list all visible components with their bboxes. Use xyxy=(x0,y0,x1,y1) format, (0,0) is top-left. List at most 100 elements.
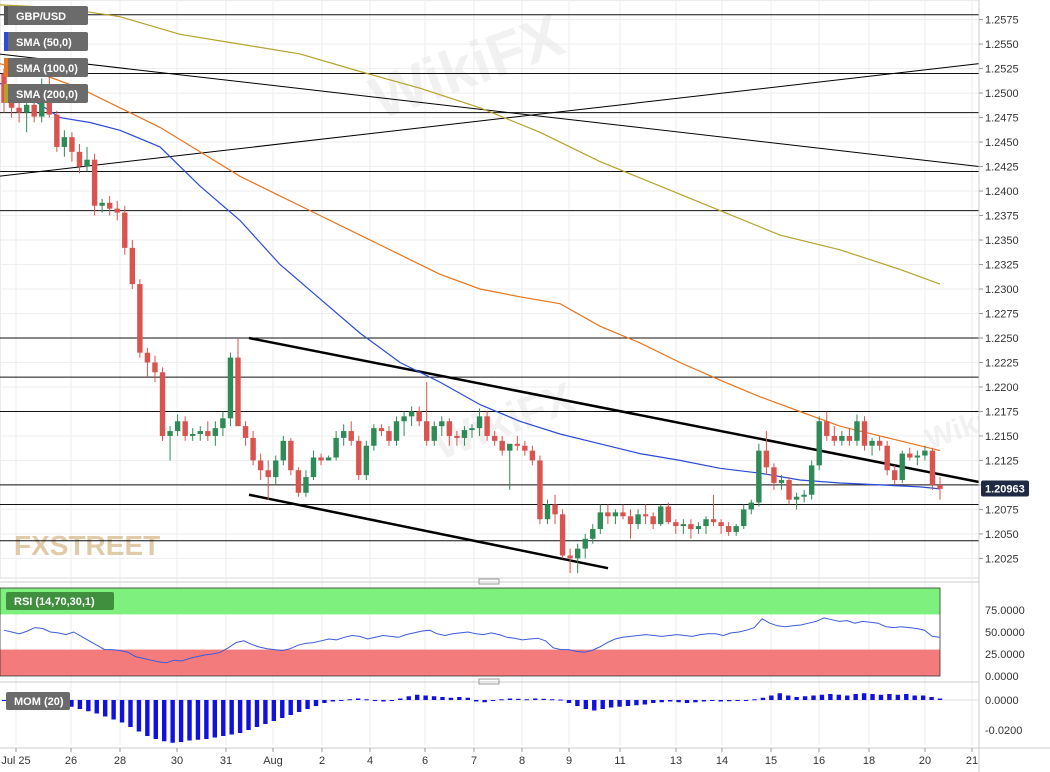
trendline xyxy=(0,63,980,177)
sma100-line xyxy=(0,63,941,452)
mom-bar xyxy=(94,700,99,714)
candle-body xyxy=(363,445,370,476)
candle-body xyxy=(725,526,732,532)
mom-bar xyxy=(735,700,740,701)
mom-bar xyxy=(575,700,580,706)
mom-bar xyxy=(617,700,622,707)
candle-body xyxy=(929,450,936,485)
candle-body xyxy=(8,102,15,108)
mom-bar xyxy=(802,696,808,700)
mom-bar xyxy=(128,700,133,727)
mom-bar xyxy=(339,700,344,701)
candle-body xyxy=(861,421,868,446)
sma200-line xyxy=(0,4,941,285)
candle-body xyxy=(824,421,830,436)
price-tick-label: 1.2550 xyxy=(985,39,1019,51)
mom-bar xyxy=(634,700,639,706)
candle-body xyxy=(393,421,400,441)
candle-body xyxy=(250,437,256,461)
price-tick-label: 1.2200 xyxy=(985,382,1019,394)
x-tick-label: 2 xyxy=(319,755,325,767)
mom-label: MOM (20) xyxy=(14,696,64,708)
price-tick-label: 1.2375 xyxy=(985,211,1019,223)
mom-bar xyxy=(482,700,487,703)
mom-bar xyxy=(887,694,892,700)
candle-body xyxy=(220,418,226,429)
candle-body xyxy=(265,470,271,478)
mom-bar xyxy=(760,697,766,700)
x-tick-label: Jul 25 xyxy=(1,755,30,767)
candle-body xyxy=(431,426,437,441)
legend-tag xyxy=(4,84,88,103)
candle-body xyxy=(786,480,792,500)
candle-body xyxy=(612,512,619,517)
rsi-tick-label: 75.0000 xyxy=(985,605,1025,617)
candle-body xyxy=(590,529,596,539)
mom-bar xyxy=(507,698,513,700)
candle-body xyxy=(816,421,822,466)
candle-body xyxy=(242,426,249,438)
candle-body xyxy=(695,526,702,530)
mom-bar xyxy=(440,697,445,700)
price-tick-label: 1.2475 xyxy=(985,113,1019,125)
candle-body xyxy=(922,450,928,456)
mom-bar xyxy=(752,699,757,701)
candle-body xyxy=(703,519,709,527)
candle-body xyxy=(318,457,324,461)
last-price-badge xyxy=(981,480,1029,497)
mom-tick-label: 0.0000 xyxy=(985,695,1019,707)
candle-body xyxy=(756,450,762,503)
candle-body xyxy=(620,512,626,517)
candle-body xyxy=(567,555,573,559)
candle-body xyxy=(386,431,392,441)
candle-body xyxy=(144,352,151,363)
candle-body xyxy=(235,357,241,427)
mom-bar xyxy=(355,698,361,700)
mom-bar xyxy=(701,700,707,702)
candle-body xyxy=(484,416,490,436)
mom-bar xyxy=(558,699,563,701)
candle-body xyxy=(31,104,37,117)
candle-body xyxy=(710,519,717,523)
panel-resize-handle xyxy=(478,678,500,685)
candle-body xyxy=(839,435,845,441)
price-tick-label: 1.2275 xyxy=(985,308,1019,320)
mom-label-tag xyxy=(6,692,70,710)
mom-bar xyxy=(651,700,656,703)
mom-bar xyxy=(322,700,327,703)
x-tick-label: 15 xyxy=(765,755,777,767)
rsi-label-tag xyxy=(6,592,114,610)
mom-bar xyxy=(372,700,378,701)
candle-body xyxy=(371,428,377,446)
x-tick-label: 8 xyxy=(519,755,525,767)
mom-bar xyxy=(457,697,462,700)
mom-bar xyxy=(684,700,690,703)
legend-label: SMA (200,0) xyxy=(16,89,78,101)
price-tick-label: 1.2575 xyxy=(985,15,1019,27)
x-tick-label: 13 xyxy=(670,755,682,767)
x-tick-label: 31 xyxy=(220,755,232,767)
mom-bar xyxy=(406,696,411,700)
candle-body xyxy=(854,421,860,441)
legend-tag xyxy=(4,58,88,77)
candle-body xyxy=(605,512,611,517)
candle-body xyxy=(582,538,588,549)
candle-body xyxy=(491,435,498,441)
mom-bar xyxy=(937,698,943,700)
mom-bar xyxy=(769,695,774,700)
candle-body xyxy=(574,548,581,559)
legend-tag xyxy=(4,6,88,25)
mom-bar xyxy=(786,695,791,700)
mom-bar xyxy=(794,697,799,700)
x-tick-label: 30 xyxy=(171,755,183,767)
candle-body xyxy=(808,465,815,495)
candle-body xyxy=(846,435,853,441)
candle-body xyxy=(733,526,739,532)
legend-swatch xyxy=(4,58,8,77)
x-tick-label: 20 xyxy=(919,755,931,767)
candle-body xyxy=(182,421,188,436)
x-tick-label: Aug xyxy=(263,755,283,767)
candle-body xyxy=(650,516,656,525)
legend-label: SMA (50,0) xyxy=(16,37,72,49)
